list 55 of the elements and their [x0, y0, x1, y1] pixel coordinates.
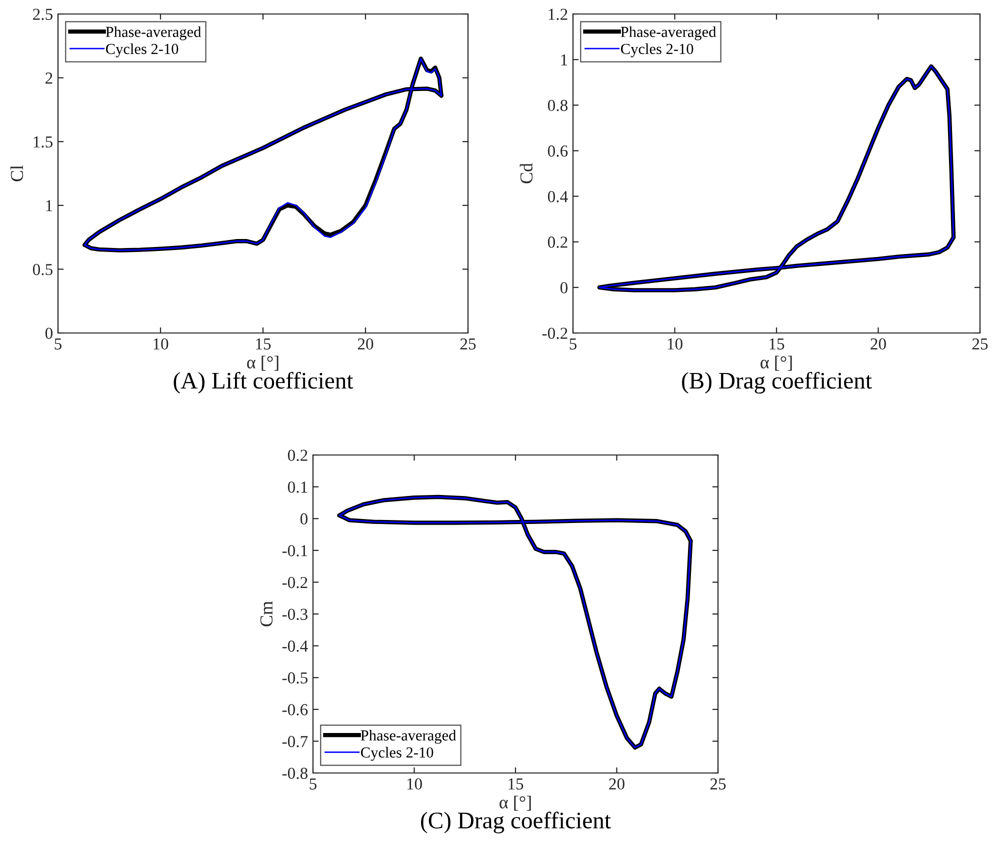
- y-axis-title: Cd: [520, 163, 533, 184]
- y-axis-title: Cm: [260, 601, 273, 626]
- x-tick-label: 5: [54, 338, 62, 350]
- text: (C) Drag coefficient: [421, 812, 611, 834]
- y-tick-label: 0.2: [288, 450, 308, 462]
- x-axis-title: α [°]: [500, 796, 531, 811]
- y-tick-label: 0: [300, 513, 308, 525]
- y-tick-label: -0.2: [542, 328, 568, 340]
- x-tick-label: 20: [870, 338, 886, 350]
- y-tick-label: -0.3: [282, 608, 308, 620]
- y-tick-label: 0.1: [288, 482, 308, 493]
- x-tick-label: 10: [407, 778, 422, 790]
- x-tick-label: 25: [972, 338, 988, 350]
- legend-label: Phase-averaged: [106, 26, 202, 40]
- x-tick-label: 15: [256, 338, 271, 350]
- x-tick-label: 5: [570, 338, 577, 350]
- y-tick-label: 1: [561, 54, 568, 66]
- y-tick-label: -0.6: [282, 704, 308, 716]
- y-tick-label: -0.4: [282, 640, 308, 652]
- y-tick-label: -0.1: [282, 545, 308, 556]
- y-tick-label: 1.2: [548, 8, 568, 20]
- x-tick-label: 15: [508, 778, 524, 790]
- y-tick-label: -0.7: [282, 736, 308, 748]
- y-tick-label: 0.6: [548, 145, 568, 157]
- legend-label: Phase-averaged: [620, 26, 716, 40]
- x-tick-label: 10: [154, 338, 168, 350]
- y-tick-label: 2: [46, 72, 52, 84]
- y-tick-label: 2.5: [33, 8, 52, 20]
- y-tick-label: 1.5: [34, 136, 52, 148]
- y-tick-label: 0.2: [548, 236, 568, 248]
- y-tick-label: -0.8: [282, 768, 308, 780]
- x-axis-title: α [°]: [247, 356, 278, 371]
- y-tick-label: 0: [45, 328, 53, 339]
- x-tick-label: 10: [668, 338, 682, 350]
- legend-label: Phase-averaged: [360, 730, 456, 744]
- y-tick-label: 1: [46, 200, 52, 212]
- y-tick-label: 0.4: [548, 190, 568, 202]
- y-tick-label: -0.5: [282, 672, 308, 684]
- y-tick-label: -0.2: [282, 576, 308, 588]
- y-tick-label: 0: [560, 282, 568, 294]
- legend-label: Cycles 2-10: [620, 43, 694, 58]
- y-axis-title: Cl: [10, 165, 24, 182]
- x-tick-label: 15: [770, 338, 784, 350]
- x-tick-label: 25: [710, 778, 726, 790]
- x-tick-label: 5: [310, 778, 317, 790]
- y-tick-label: 0.5: [32, 264, 52, 276]
- x-axis-title: α [°]: [760, 356, 792, 371]
- text: (A) Lift coefficient: [174, 372, 354, 394]
- x-tick-label: 20: [609, 778, 624, 790]
- text: (B) Drag coefficient: [682, 372, 872, 394]
- x-tick-label: 20: [358, 338, 374, 350]
- legend-label: Cycles 2-10: [106, 43, 178, 58]
- x-tick-label: 25: [460, 338, 476, 350]
- legend-label: Cycles 2-10: [360, 746, 434, 761]
- y-tick-label: 0.8: [548, 100, 568, 112]
